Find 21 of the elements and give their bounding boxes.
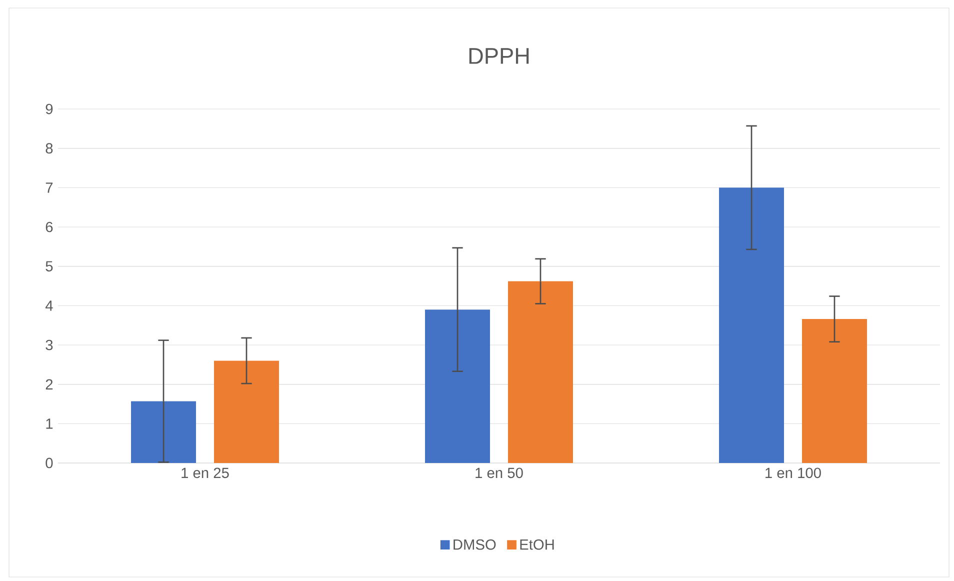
y-tick-label: 2 xyxy=(46,379,53,390)
chart-title: DPPH xyxy=(469,48,529,64)
legend-label: EtOH xyxy=(520,539,554,550)
bar xyxy=(719,188,784,463)
x-tick-label: 1 en 50 xyxy=(476,468,523,478)
x-tick-label: 1 en 25 xyxy=(182,468,229,478)
y-tick-label: 4 xyxy=(45,300,53,311)
y-tick-label: 3 xyxy=(46,340,53,350)
bar xyxy=(508,281,573,463)
bar xyxy=(802,319,867,463)
bar xyxy=(425,310,490,463)
y-tick-label: 1 xyxy=(46,418,53,429)
y-tick-label: 6 xyxy=(46,222,53,232)
bar xyxy=(214,360,279,463)
y-tick-label: 9 xyxy=(46,104,53,114)
y-tick-label: 0 xyxy=(46,458,53,468)
y-tick-label: 5 xyxy=(46,261,53,272)
legend-label: DMSO xyxy=(454,539,496,550)
y-tick-label: 7 xyxy=(46,182,53,193)
y-tick-label: 8 xyxy=(46,143,53,154)
x-tick-label: 1 en 100 xyxy=(766,468,821,478)
